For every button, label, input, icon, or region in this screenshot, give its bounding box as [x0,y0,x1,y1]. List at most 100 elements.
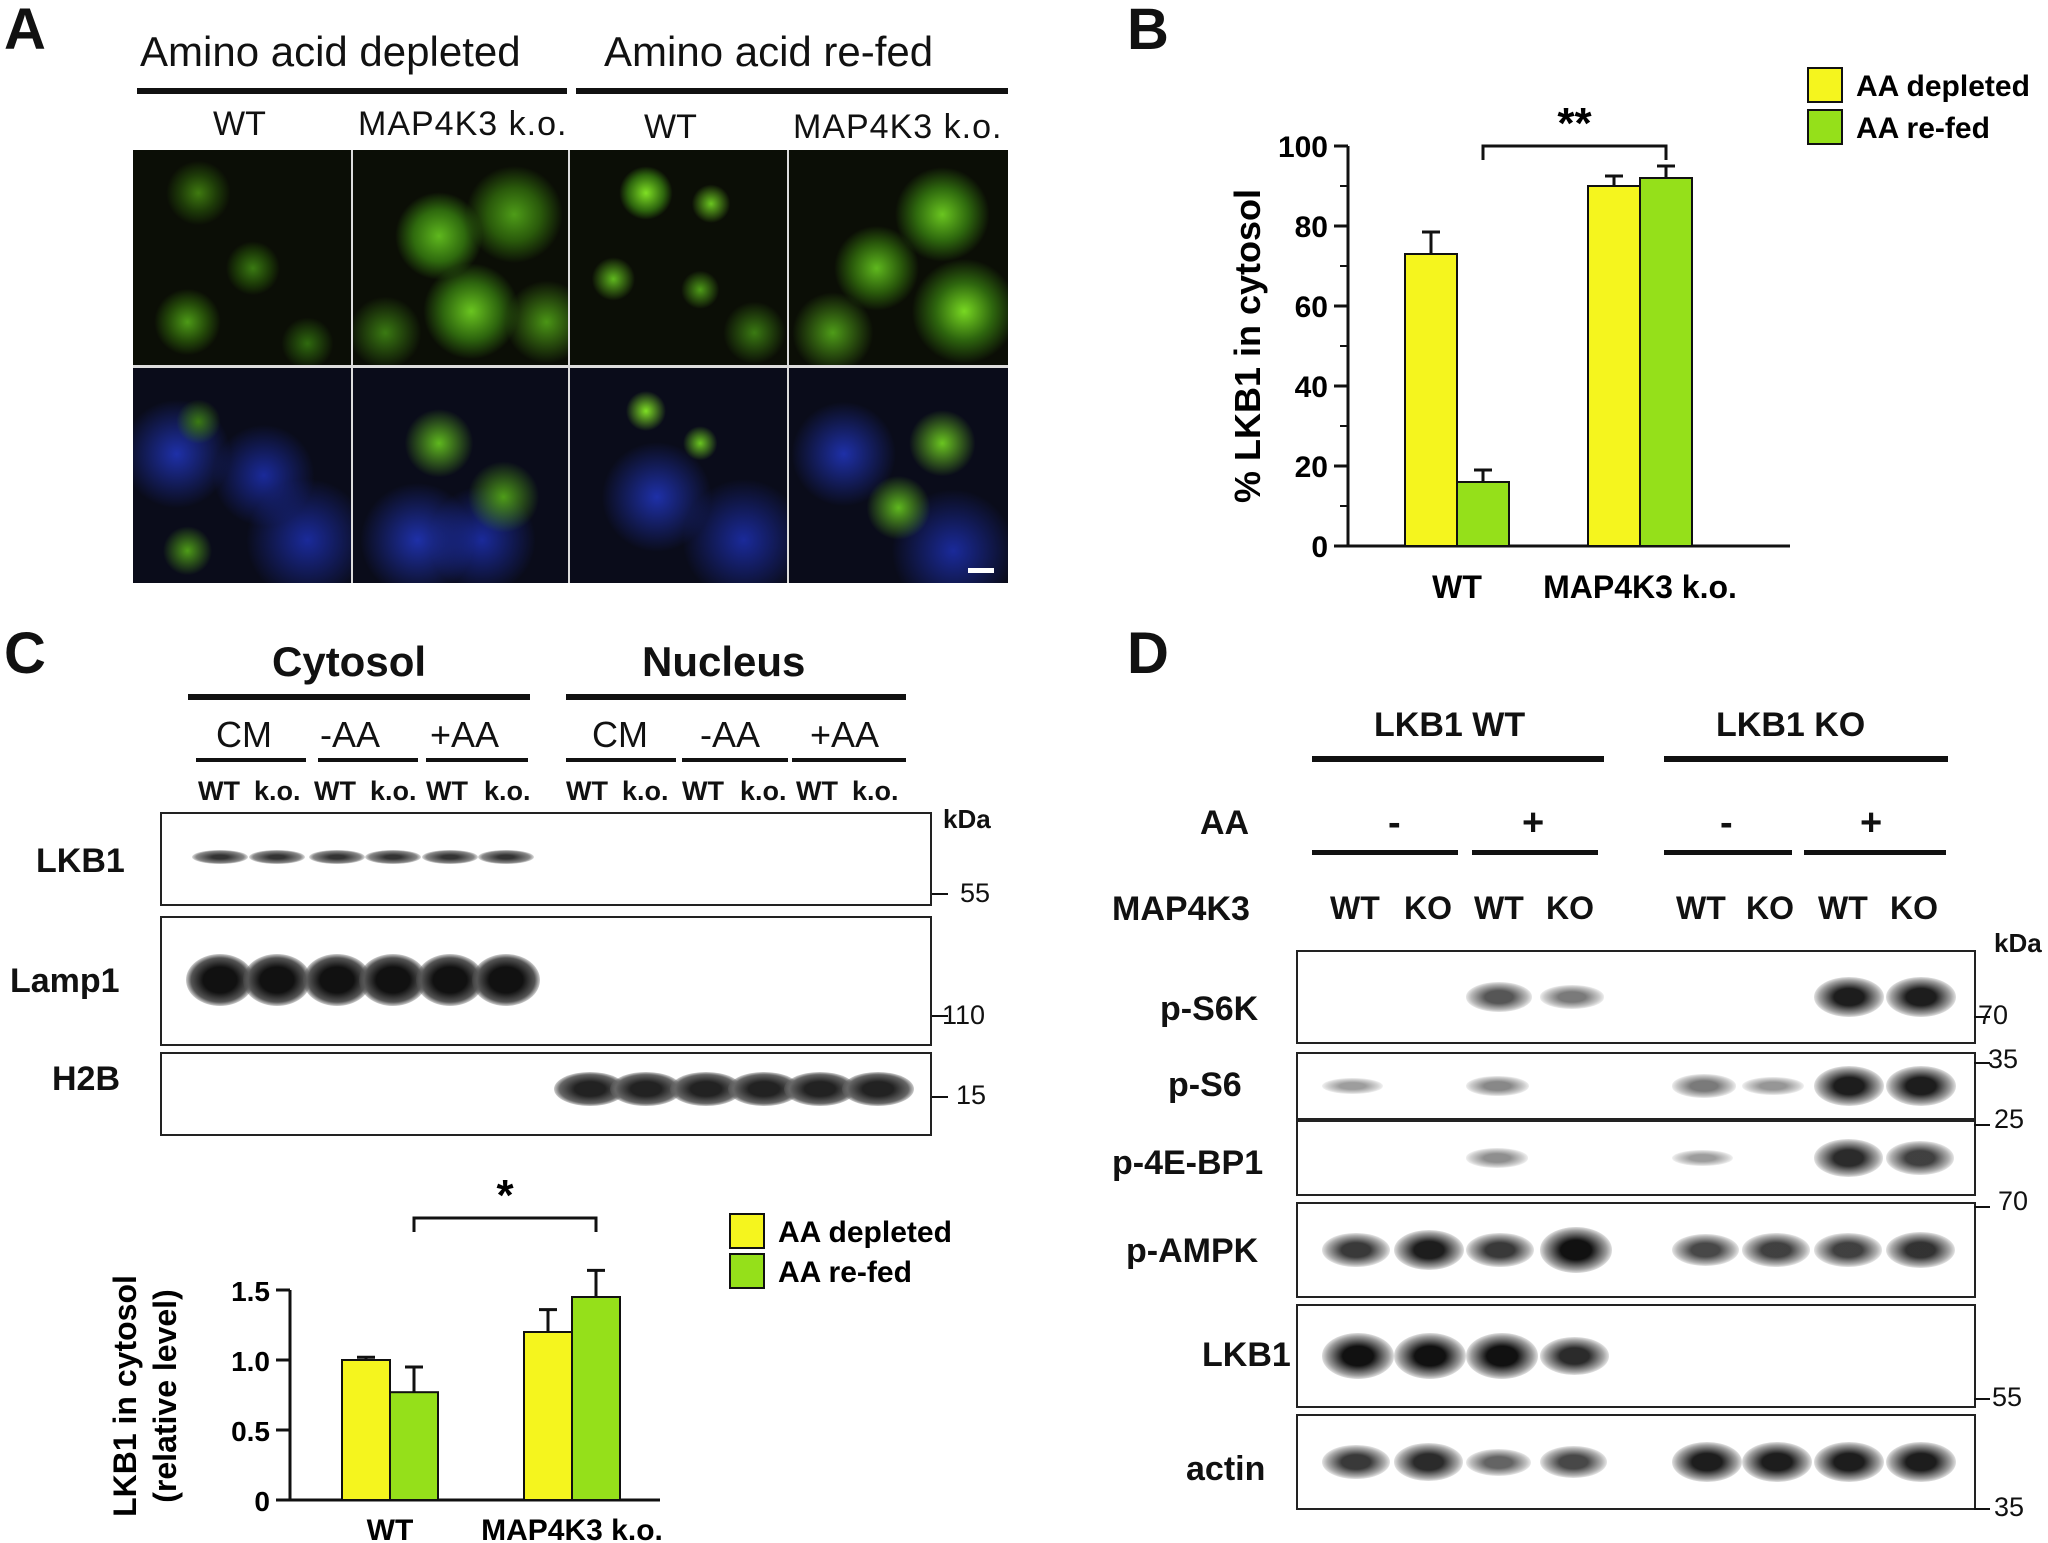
d-blot-band [1394,1333,1466,1379]
d-blot-label: LKB1 [1202,1336,1291,1374]
d-blot-band [1466,1333,1538,1379]
c-blot-label-lamp1: Lamp1 [10,962,120,1000]
c-bar [571,1296,621,1501]
micrograph-ko-refed-merge [789,368,1008,583]
group-label-refed: Amino acid re-fed [604,28,934,75]
x-category-label: WT [1432,569,1482,605]
d-blot [1296,950,1976,1044]
d-blot-band [1322,1444,1390,1480]
d-group-lkb1-wt: LKB1 WT [1374,706,1526,744]
c-condition-label: -AA [320,714,381,755]
d-map4k3-label: MAP4K3 [1112,890,1250,928]
d-blot [1296,1304,1976,1408]
column-label-ko-2: MAP4K3 k.o. [793,108,1003,146]
c-condition-label: -AA [700,714,761,755]
d-genotype-label: KO [1404,890,1452,926]
significance-bracket [1481,144,1668,160]
d-blot [1296,1120,1976,1196]
marker-tick [1974,1398,1990,1400]
d-blot-band [1886,1231,1955,1269]
c-genotype-label: WT [682,776,724,806]
b-bar [1456,481,1510,547]
c-lkb1-band [192,850,248,864]
c-blot-lamp1 [160,916,932,1046]
d-blot-band [1672,1074,1736,1098]
micrograph-ko-refed-green [789,150,1008,365]
d-genotype-label: WT [1676,890,1726,926]
c-condition-underline [682,758,788,762]
d-kda-label: kDa [1994,928,2042,958]
d-blot-band [1466,1148,1528,1168]
x-category-label: MAP4K3 k.o. [1543,569,1737,605]
c-kda-label: kDa [943,804,991,834]
micrograph-wt-refed-merge [570,368,787,583]
d-blot-band [1886,1141,1954,1175]
legend-swatch [729,1253,765,1289]
c-genotype-label: k.o. [740,776,787,806]
panel-a-letter: A [4,0,46,62]
fraction-underline-nucleus [566,694,906,700]
d-group-underline [1312,756,1604,762]
c-condition-label: +AA [810,714,880,755]
micrograph-ko-depleted-green [353,150,568,365]
d-blot-band [1322,1333,1394,1379]
d-blot-band [1814,1066,1884,1106]
d-aa-underline [1312,850,1458,855]
chart-c: 0 0.5 1.0 1.5 WT MAP4K3 k.o. * AA depleted AA re… [107,1171,952,1543]
y-axis-label: % LKB1 in cytosol [1227,189,1268,503]
c-lamp1-band [243,954,311,1006]
d-blot-band [1540,985,1604,1009]
c-genotype-label: k.o. [370,776,417,806]
d-group-underline [1664,756,1948,762]
c-bar [341,1359,391,1501]
c-genotype-label: WT [426,776,468,806]
c-genotype-label: k.o. [254,776,301,806]
d-aa-underline [1472,850,1598,855]
marker-tick [1974,1016,1990,1018]
marker-tick [1974,1206,1990,1208]
d-blot-band [1742,1442,1812,1482]
c-condition-label: CM [592,714,648,755]
y-tick-label: 0.5 [231,1416,270,1447]
group-underline-depleted [137,88,567,94]
d-blot-band [1814,1233,1882,1267]
d-blot-band [1540,1337,1609,1375]
d-blot-band [1742,1233,1810,1267]
legend-swatch [1807,67,1843,103]
y-tick-label: 1.5 [231,1276,270,1307]
x-category-label: MAP4K3 k.o. [481,1514,663,1543]
c-marker-15: 15 [956,1080,987,1110]
c-genotype-label: WT [796,776,838,806]
d-blot-band [1886,1066,1956,1106]
d-blot-band [1466,982,1532,1012]
significance-bracket [412,1216,598,1232]
c-condition-underline [318,758,418,762]
micrograph-wt-depleted-merge [133,368,351,583]
d-blot-label: p-AMPK [1126,1232,1259,1270]
c-blot-label-lkb1: LKB1 [36,842,125,880]
d-blot-label: actin [1186,1450,1266,1488]
significance-label: ** [1557,99,1592,148]
d-marker-label: 55 [1992,1382,2023,1412]
y-tick-label: 0 [254,1486,270,1517]
d-blot-band [1466,1075,1529,1097]
d-blot-band [1540,1445,1607,1479]
c-lkb1-band [249,850,305,864]
d-blot-band [1672,1442,1742,1482]
d-aa-state: + [1860,802,1883,844]
significance-label: * [496,1171,514,1220]
c-marker-110: 110 [942,1000,986,1030]
d-aa-state: + [1522,802,1545,844]
panel-d-letter: D [1127,621,1169,686]
legend-label: AA re-fed [1856,112,1990,145]
fraction-nucleus: Nucleus [642,638,806,685]
marker-tick [932,1015,948,1017]
d-marker-label: 35 [1994,1492,2025,1522]
micrograph-ko-depleted-merge [353,368,568,583]
c-lamp1-band [472,954,540,1006]
d-blot [1296,1202,1976,1298]
c-genotype-label: k.o. [484,776,531,806]
d-blot-band [1394,1443,1463,1481]
b-bar [1587,185,1641,547]
d-genotype-label: KO [1546,890,1594,926]
